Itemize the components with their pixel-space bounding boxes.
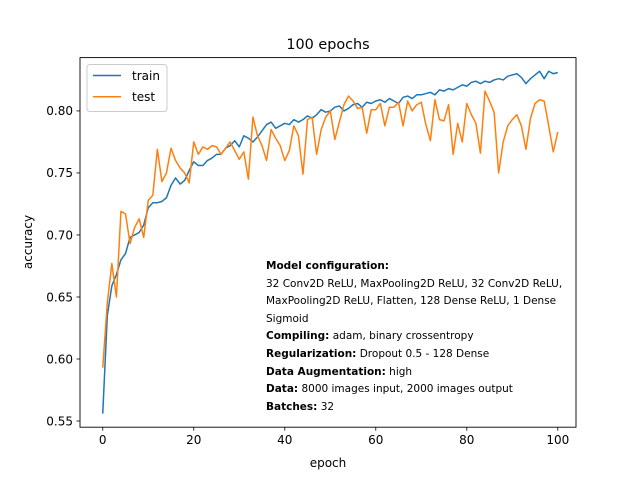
legend: train test [86, 64, 168, 112]
x-axis: 0 20 40 60 80 100 [99, 427, 569, 447]
series-line-test [102, 90, 559, 368]
model-config-heading: Model configuration: [266, 260, 390, 272]
legend-label-test: test [132, 90, 155, 104]
legend-label-train: train [132, 69, 160, 83]
y-tick-label: 0.80 [46, 104, 73, 118]
y-tick-label: 0.65 [46, 290, 73, 304]
regularization-row: Regularization: Dropout 0.5 - 128 Dense [266, 347, 490, 360]
model-config-value: 32 Conv2D ReLU, MaxPooling2D ReLU, 32 Co… [266, 277, 563, 325]
x-axis-label: epoch [310, 456, 347, 470]
data-row: Data: 8000 images input, 2000 images out… [266, 383, 513, 396]
y-axis: 0.55 0.60 0.65 0.70 0.75 0.80 [46, 104, 80, 428]
x-tick-label: 0 [99, 433, 107, 447]
batches-row: Batches: 32 [266, 400, 335, 413]
plot-lines [102, 70, 559, 414]
plot-frame [79, 57, 577, 428]
y-tick-label: 0.55 [46, 414, 73, 428]
model-info-annotation: Model configuration: 32 Conv2D ReLU, Max… [266, 258, 571, 416]
y-tick-label: 0.60 [46, 352, 73, 366]
y-axis-label: accuracy [21, 215, 35, 269]
augmentation-row: Data Augmentation: high [266, 365, 413, 378]
y-tick-label: 0.75 [46, 166, 73, 180]
x-tick-label: 20 [186, 433, 201, 447]
chart-title: 100 epochs [286, 37, 369, 53]
x-tick-label: 60 [368, 433, 383, 447]
x-tick-label: 40 [277, 433, 292, 447]
x-tick-label: 80 [459, 433, 474, 447]
compiling-row: Compiling: adam, binary crossentropy [266, 330, 474, 343]
x-tick-label: 100 [546, 433, 569, 447]
y-tick-label: 0.70 [46, 228, 73, 242]
